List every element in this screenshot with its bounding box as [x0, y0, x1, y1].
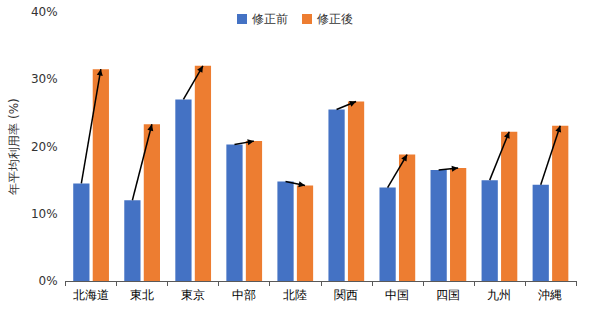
svg-text:沖縄: 沖縄 [538, 288, 562, 302]
svg-text:修正前: 修正前 [252, 12, 288, 26]
svg-text:20%: 20% [31, 140, 58, 154]
svg-text:東京: 東京 [181, 288, 205, 302]
svg-text:関西: 関西 [334, 288, 358, 302]
svg-text:北海道: 北海道 [73, 288, 109, 302]
svg-text:九州: 九州 [487, 288, 511, 302]
svg-text:修正後: 修正後 [317, 12, 353, 26]
svg-text:年平均利用率 (%): 年平均利用率 (%) [7, 98, 21, 195]
svg-text:中国: 中国 [385, 288, 409, 302]
svg-text:北陸: 北陸 [283, 288, 307, 302]
svg-text:0%: 0% [39, 274, 58, 288]
svg-text:中部: 中部 [232, 288, 256, 302]
svg-text:40%: 40% [31, 5, 58, 19]
svg-text:30%: 30% [31, 72, 58, 86]
svg-text:10%: 10% [31, 207, 58, 221]
svg-text:四国: 四国 [436, 288, 460, 302]
svg-text:東北: 東北 [130, 288, 154, 302]
